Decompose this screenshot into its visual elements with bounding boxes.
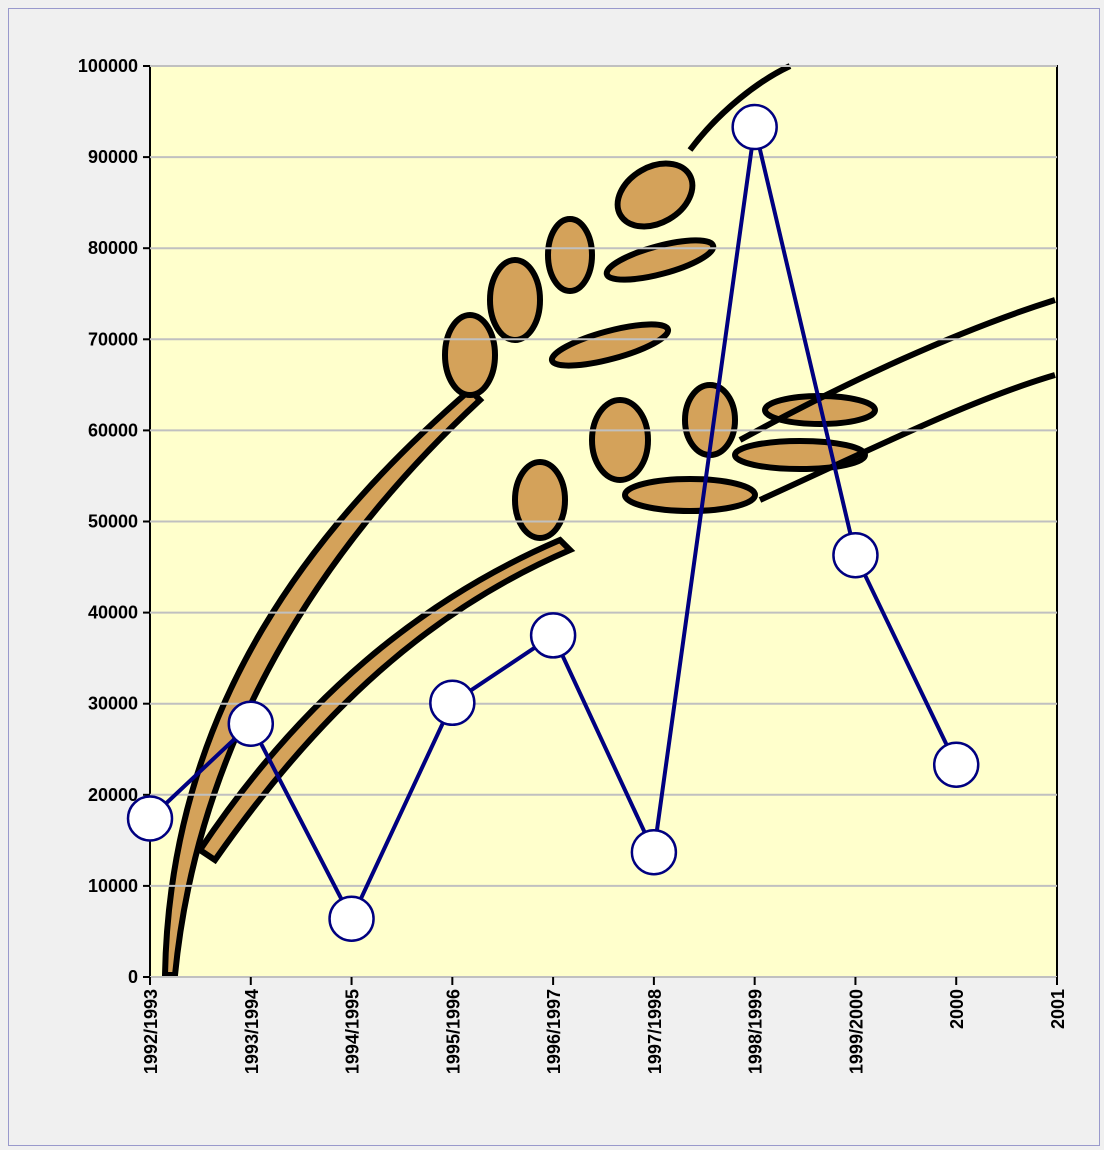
x-tick-label: 1995/1996 — [443, 989, 463, 1074]
x-tick-label: 1999/2000 — [846, 989, 866, 1074]
y-tick-label: 60000 — [88, 420, 138, 440]
point — [429, 679, 476, 727]
x-tick-label: 1992/1993 — [141, 989, 161, 1074]
point — [630, 828, 678, 876]
y-tick-label: 90000 — [88, 147, 138, 167]
x-tick-label: 1996/1997 — [544, 989, 564, 1074]
x-tick-label: 2000 — [947, 989, 967, 1029]
x-tick-label: 1997/1998 — [645, 989, 665, 1074]
y-tick-label: 30000 — [88, 694, 138, 714]
y-tick-label: 20000 — [88, 785, 138, 805]
x-tick-label: 1993/1994 — [242, 989, 262, 1074]
y-tick-label: 0 — [128, 967, 138, 987]
point — [328, 895, 375, 942]
x-tick-label: 1998/1999 — [746, 989, 766, 1074]
y-tick-label: 100000 — [78, 56, 138, 76]
point — [126, 795, 174, 842]
y-tick-label: 80000 — [88, 238, 138, 258]
point — [731, 103, 778, 151]
y-tick-label: 70000 — [88, 329, 138, 349]
x-tick-label: 1994/1995 — [343, 989, 363, 1074]
y-tick-label: 40000 — [88, 603, 138, 623]
point — [529, 612, 577, 659]
frame — [8, 8, 1100, 1146]
y-tick-label: 10000 — [88, 876, 138, 896]
point — [832, 531, 879, 579]
x-tick-label: 2001 — [1048, 989, 1068, 1029]
y-tick-label: 50000 — [88, 512, 138, 532]
point — [227, 700, 275, 747]
point — [932, 741, 980, 788]
